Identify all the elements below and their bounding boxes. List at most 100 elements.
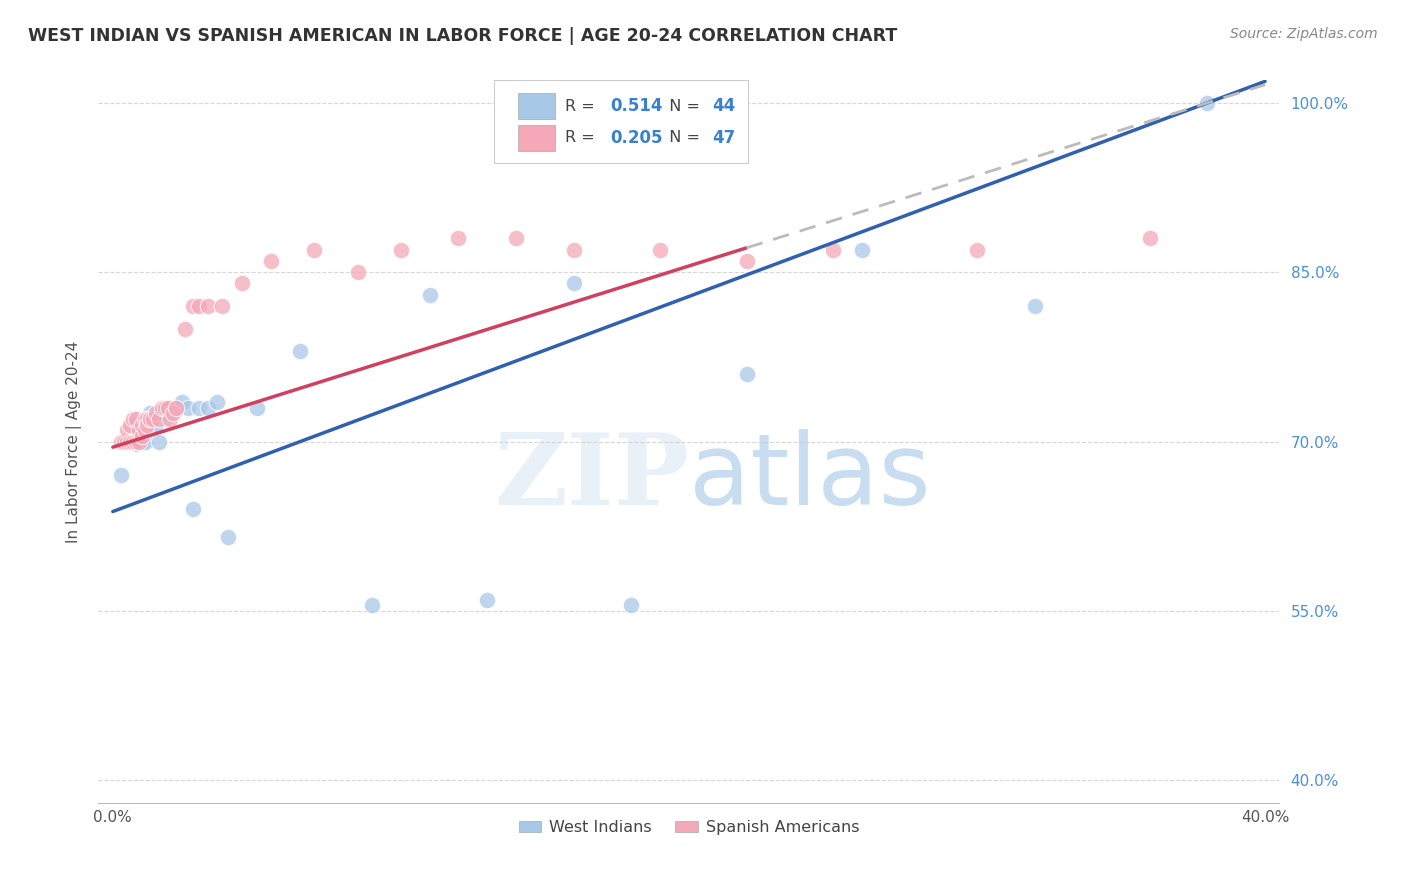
Point [447,231,470,245]
Point [156,406,179,420]
Point [361,599,384,613]
Point [122,434,145,449]
Point [131,417,153,432]
Point [304,243,326,257]
Point [139,417,162,432]
Point [115,434,138,449]
Point [120,417,142,432]
Text: ZIP: ZIP [494,429,689,526]
Point [131,429,153,443]
Point [165,401,187,415]
Y-axis label: In Labor Force | Age 20-24: In Labor Force | Age 20-24 [66,341,83,542]
Point [122,434,145,449]
Point [183,502,205,516]
Point [217,531,239,545]
Text: R =: R = [565,98,600,113]
Point [231,277,253,291]
Point [125,434,148,449]
Point [966,243,988,257]
Point [142,412,165,426]
Point [134,423,156,437]
Legend: West Indians, Spanish Americans: West Indians, Spanish Americans [512,814,866,842]
Point [188,401,211,415]
Point [136,417,159,432]
Point [173,321,195,335]
Text: atlas: atlas [689,429,931,526]
Point [735,367,758,381]
Point [620,599,643,613]
Text: 0.514: 0.514 [610,97,662,115]
Point [115,434,138,449]
Point [148,412,170,426]
Point [419,287,441,301]
Point [477,592,499,607]
Text: 0.205: 0.205 [610,128,662,146]
Point [110,468,132,483]
Point [153,401,176,415]
Point [821,243,844,257]
Point [115,423,138,437]
Point [120,434,142,449]
Point [134,434,156,449]
Point [112,434,135,449]
Text: N =: N = [659,98,706,113]
FancyBboxPatch shape [517,93,555,119]
Point [170,395,193,409]
Point [125,412,148,426]
Text: 47: 47 [713,128,735,146]
Point [150,406,173,420]
Point [188,299,211,313]
Point [197,401,219,415]
Point [139,412,162,426]
Point [139,412,162,426]
Point [128,434,150,449]
Point [260,253,283,268]
Point [205,395,228,409]
Point [153,412,176,426]
Point [131,412,153,426]
Point [246,401,269,415]
Point [136,412,159,426]
Point [389,243,412,257]
Point [122,412,145,426]
Point [120,432,142,446]
Point [650,243,672,257]
Point [120,434,142,449]
Point [150,401,173,415]
Point [165,401,187,415]
Text: WEST INDIAN VS SPANISH AMERICAN IN LABOR FORCE | AGE 20-24 CORRELATION CHART: WEST INDIAN VS SPANISH AMERICAN IN LABOR… [28,27,897,45]
Point [851,243,873,257]
Point [145,417,167,432]
Point [162,406,184,420]
Point [562,277,585,291]
Point [110,434,132,449]
Point [128,434,150,449]
Text: N =: N = [659,130,706,145]
Point [159,401,181,415]
Point [139,406,162,420]
Point [128,423,150,437]
Text: R =: R = [565,130,600,145]
Point [112,434,135,449]
Point [505,231,527,245]
Point [148,434,170,449]
Point [1197,95,1219,110]
Point [134,423,156,437]
Point [177,401,200,415]
Point [136,412,159,426]
Point [156,401,179,415]
Point [1139,231,1161,245]
Point [735,253,758,268]
Text: 44: 44 [713,97,735,115]
FancyBboxPatch shape [517,125,555,151]
Point [128,434,150,449]
Point [183,299,205,313]
Point [122,429,145,443]
Point [159,412,181,426]
Point [346,265,368,279]
Point [288,344,311,359]
Point [1024,299,1046,313]
Point [211,299,233,313]
Point [197,299,219,313]
FancyBboxPatch shape [494,80,748,163]
